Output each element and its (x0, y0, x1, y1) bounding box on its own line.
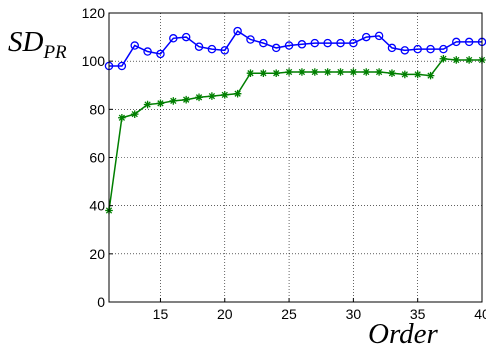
y-tick-label: 20 (89, 246, 105, 262)
axis-ticks: 15 20 25 30 35 40 0 20 40 60 80 100 120 (82, 5, 486, 322)
series-1-point (426, 44, 435, 54)
series-2-point (272, 69, 281, 78)
x-axis-label: Order (368, 318, 438, 350)
x-tick-label: 25 (281, 306, 297, 322)
series-2-point (182, 95, 190, 104)
series-2-point (401, 70, 409, 79)
y-tick-label: 0 (97, 294, 105, 310)
series-1-point (349, 38, 358, 48)
series-2-point (285, 68, 293, 76)
series-1-point (361, 32, 371, 42)
y-tick-label: 40 (89, 198, 105, 214)
y-tick-label: 120 (82, 5, 106, 21)
series-1-point (336, 38, 345, 48)
series-1-point (130, 41, 139, 50)
series-1-point (452, 37, 461, 47)
series-2-point (349, 68, 358, 76)
series-2-point (323, 68, 332, 76)
series-2-point (156, 99, 165, 108)
series-2-point (310, 68, 319, 76)
series-1-point (181, 32, 191, 42)
series-2-point (375, 68, 383, 76)
y-axis-label-subscript: PR (43, 41, 67, 63)
series-1-point (387, 43, 397, 53)
series-1-point (117, 61, 127, 71)
grid-lines (109, 13, 482, 302)
series-2-point (426, 71, 435, 80)
x-tick-label: 30 (346, 306, 362, 322)
x-tick-label: 35 (410, 306, 426, 322)
series-1-point (464, 37, 474, 47)
series-1-point (233, 26, 242, 36)
series-1-point (169, 34, 178, 43)
series-2-point (439, 54, 448, 63)
series-1-point (271, 43, 281, 53)
series-1-point (207, 44, 217, 54)
series-2-point (143, 100, 152, 109)
series-1-point (284, 41, 294, 50)
series-2-point (220, 91, 229, 99)
series-2-point (336, 68, 345, 76)
series-2-point (452, 56, 461, 64)
x-tick-label: 40 (474, 306, 486, 322)
series-1-point (143, 47, 152, 56)
series-2-point (362, 68, 371, 76)
series-1-point (310, 38, 320, 48)
y-tick-label: 100 (82, 53, 106, 69)
y-tick-label: 60 (89, 150, 105, 166)
series-2-point (246, 69, 255, 78)
series-2-point (465, 56, 473, 64)
series-2-point (130, 110, 139, 118)
series-2-point (259, 69, 268, 78)
series-1-point (297, 40, 307, 49)
x-tick-label: 15 (153, 306, 169, 322)
series-2-point (388, 69, 396, 78)
series-1-point (156, 49, 165, 59)
series-2-point (118, 113, 126, 122)
y-axis-label-main: SD (8, 26, 44, 58)
x-tick-label: 20 (217, 306, 233, 322)
series-1-point (439, 44, 448, 54)
series-1-point (413, 44, 422, 54)
series-1-point (374, 31, 384, 41)
series-1-point (220, 46, 230, 55)
series-2-line (108, 57, 482, 211)
series-1-point (400, 46, 410, 55)
series-1-point (246, 35, 255, 44)
y-axis-label: SDPR (8, 26, 67, 64)
series-1-line (109, 30, 482, 67)
series-2-point (298, 68, 306, 76)
series-layer (104, 26, 486, 215)
series-2-point (208, 92, 216, 100)
series-1-point (323, 38, 332, 48)
y-tick-label: 80 (89, 101, 105, 117)
series-1-point (259, 38, 268, 48)
series-2-point (233, 89, 242, 98)
series-2-point (169, 97, 178, 105)
series-1-point (194, 42, 204, 51)
series-2-point (195, 93, 203, 102)
series-2-point (413, 70, 422, 79)
